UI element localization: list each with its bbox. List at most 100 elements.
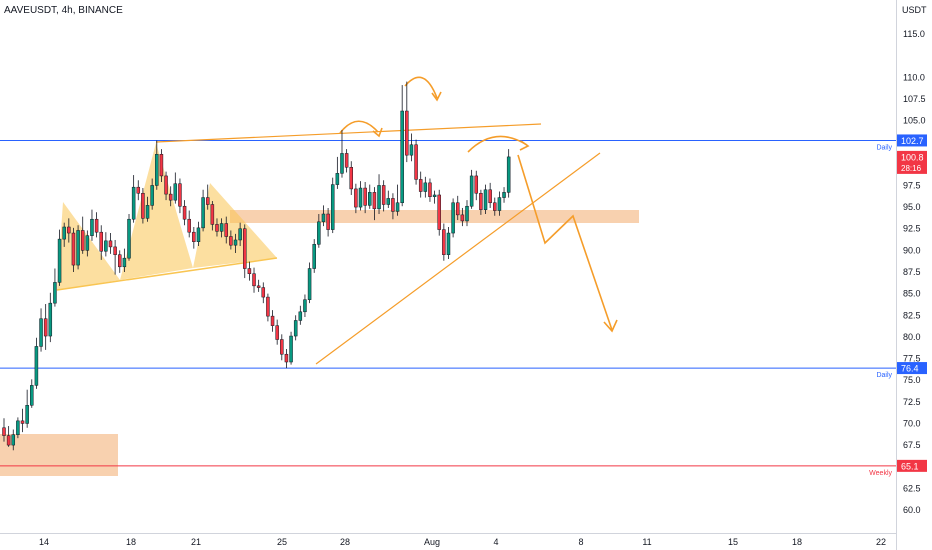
- candle-body: [381, 185, 386, 205]
- candle-body: [391, 198, 395, 212]
- level-badge: [897, 362, 927, 375]
- candle-body: [289, 335, 293, 363]
- candle-body: [113, 246, 117, 255]
- level-tag: Weekly: [869, 470, 892, 477]
- x-tick-label: Aug: [424, 537, 440, 547]
- candle-body: [474, 175, 479, 194]
- y-tick-label: 105.0: [903, 116, 926, 126]
- candle-body: [25, 405, 29, 424]
- candle-body: [469, 175, 474, 207]
- level-badge: [897, 459, 927, 472]
- x-tick-label: 25: [277, 537, 287, 547]
- y-tick-label: 62.5: [903, 483, 921, 493]
- candle-body: [16, 420, 20, 435]
- candle-body: [312, 244, 316, 269]
- candle-body: [354, 188, 358, 208]
- projection-arrowhead: [603, 319, 618, 333]
- level-tag: Daily: [876, 144, 892, 151]
- x-tick-label: 8: [578, 537, 583, 547]
- y-tick-label: 77.5: [903, 354, 921, 364]
- y-tick-label: 70.0: [903, 418, 921, 428]
- level-tag: Daily: [876, 372, 892, 379]
- candle-body: [43, 318, 48, 337]
- candle-body: [298, 311, 303, 321]
- candle-body: [270, 315, 275, 326]
- candle-body: [80, 230, 85, 251]
- projection-path: [517, 154, 613, 331]
- candle-body: [233, 239, 238, 246]
- level-badge: [897, 134, 927, 147]
- pattern-base-line: [56, 257, 278, 291]
- time-axis[interactable]: 14 18 21 25 28 Aug 4 8 11 15 18 22: [39, 537, 886, 547]
- candle-body: [141, 192, 145, 219]
- time-axis-divider: [0, 533, 896, 534]
- candle-body: [155, 154, 159, 186]
- price-axis[interactable]: 115.0 110.0 107.5 105.0 97.5 95.0 92.5 90.0 87.5…: [903, 29, 926, 515]
- candle-body: [150, 185, 154, 206]
- top-arc: [404, 76, 438, 99]
- candle-body: [405, 110, 409, 156]
- candle-body: [145, 205, 150, 219]
- candle-body: [131, 186, 136, 220]
- candle-body: [488, 189, 492, 204]
- top-arc: [467, 135, 528, 153]
- y-tick-label: 90.0: [903, 245, 921, 255]
- y-tick-label: 87.5: [903, 267, 921, 277]
- candle-body: [437, 194, 441, 230]
- candle-body: [164, 175, 168, 195]
- candle-body: [238, 228, 242, 241]
- candle-body: [168, 193, 173, 201]
- candle-body: [479, 192, 483, 210]
- candle-body: [85, 235, 90, 251]
- candle-body: [71, 232, 76, 266]
- candle-body: [39, 318, 43, 347]
- level-badge-label: 76.4: [901, 364, 919, 374]
- candle-body: [205, 197, 210, 205]
- y-tick-label: 97.5: [903, 180, 921, 190]
- candle-body: [34, 346, 39, 386]
- candle-body: [178, 183, 182, 207]
- candle-body: [127, 218, 131, 259]
- candle-body: [62, 226, 66, 240]
- candle-body: [94, 218, 99, 233]
- candle-body: [243, 228, 247, 269]
- candle-body: [446, 232, 451, 255]
- candle-body: [493, 202, 497, 211]
- candle-body: [76, 230, 80, 266]
- candle-body: [335, 173, 340, 185]
- level-badge-label: 102.7: [901, 136, 924, 146]
- candle-body: [20, 420, 25, 424]
- candle-body: [460, 214, 465, 222]
- candle-body: [358, 187, 363, 208]
- candle-body: [386, 198, 391, 205]
- candle-body: [414, 144, 418, 180]
- candle-body: [497, 197, 502, 211]
- x-tick-label: 15: [728, 537, 738, 547]
- candle-body: [349, 167, 353, 190]
- candle-body: [261, 287, 266, 298]
- candle-body: [6, 435, 11, 446]
- candle-body: [432, 194, 437, 197]
- candle-body: [90, 218, 94, 236]
- x-tick-label: 21: [191, 537, 201, 547]
- candle-body: [182, 205, 187, 220]
- candle-body: [229, 236, 233, 246]
- candle-body: [210, 204, 215, 225]
- y-tick-label: 80.0: [903, 332, 921, 342]
- candle-body: [307, 268, 312, 300]
- price-badges: 102.7 76.4 65.1 100.8 28:16: [897, 134, 927, 472]
- candle-body: [321, 213, 326, 223]
- x-tick-label: 14: [39, 537, 49, 547]
- candle-body: [247, 268, 252, 274]
- candle-body: [192, 231, 196, 242]
- arc-arrowhead: [431, 91, 442, 102]
- candle-body: [57, 238, 62, 283]
- symbol-title: AAVEUSDT, 4h, BINANCE: [4, 5, 123, 16]
- candle-body: [2, 427, 6, 436]
- pattern-triangle: [120, 143, 193, 280]
- candle-body: [196, 227, 201, 242]
- x-tick-label: 28: [340, 537, 350, 547]
- candle-body: [465, 205, 469, 222]
- last-price-badge: [897, 150, 927, 174]
